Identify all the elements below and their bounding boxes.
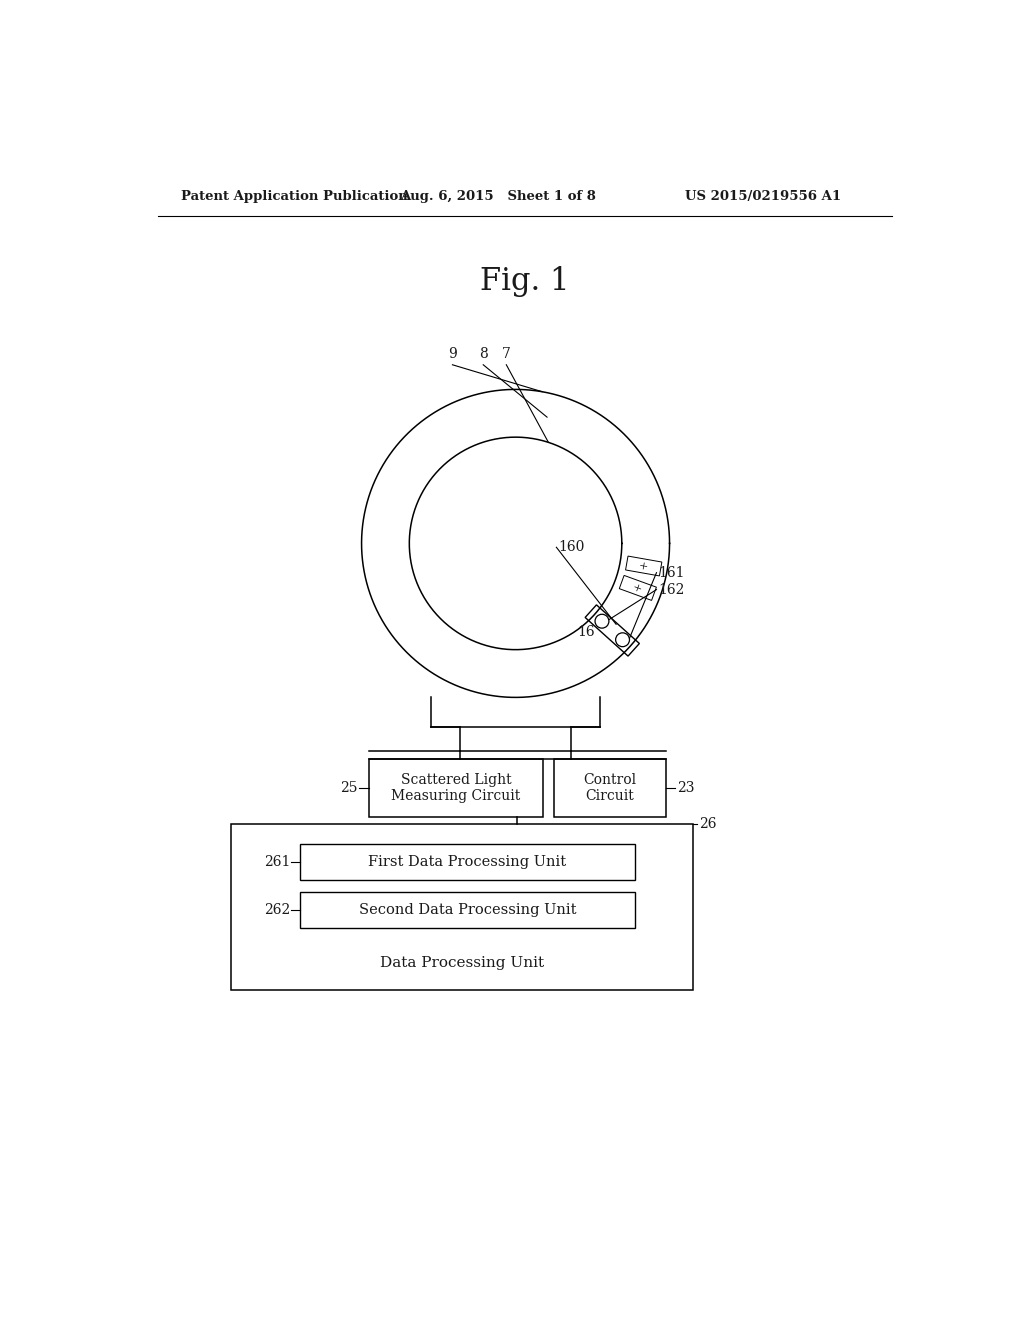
Polygon shape [585,605,639,656]
Text: Fig. 1: Fig. 1 [480,267,569,297]
Text: Second Data Processing Unit: Second Data Processing Unit [358,903,577,917]
Text: 8: 8 [479,347,487,360]
Text: Patent Application Publication: Patent Application Publication [180,190,408,203]
Text: 23: 23 [677,781,694,795]
Text: 16: 16 [578,624,595,639]
Text: 261: 261 [263,855,290,869]
Text: 161: 161 [658,566,684,579]
Text: 25: 25 [340,781,357,795]
Text: Control
Circuit: Control Circuit [584,772,637,803]
FancyBboxPatch shape [300,892,635,928]
FancyBboxPatch shape [230,825,692,990]
Text: 7: 7 [502,347,511,360]
Text: 26: 26 [698,817,717,832]
Text: Aug. 6, 2015   Sheet 1 of 8: Aug. 6, 2015 Sheet 1 of 8 [400,190,596,203]
FancyBboxPatch shape [554,759,666,817]
Text: 262: 262 [264,903,290,917]
Text: 162: 162 [658,582,684,597]
Text: 160: 160 [558,540,585,554]
FancyBboxPatch shape [370,759,543,817]
Text: First Data Processing Unit: First Data Processing Unit [369,855,566,869]
Text: US 2015/0219556 A1: US 2015/0219556 A1 [685,190,841,203]
Text: Data Processing Unit: Data Processing Unit [380,956,544,970]
Text: Scattered Light
Measuring Circuit: Scattered Light Measuring Circuit [391,772,520,803]
Polygon shape [626,556,662,576]
FancyBboxPatch shape [300,845,635,880]
Text: 9: 9 [449,347,457,360]
Polygon shape [620,576,656,601]
